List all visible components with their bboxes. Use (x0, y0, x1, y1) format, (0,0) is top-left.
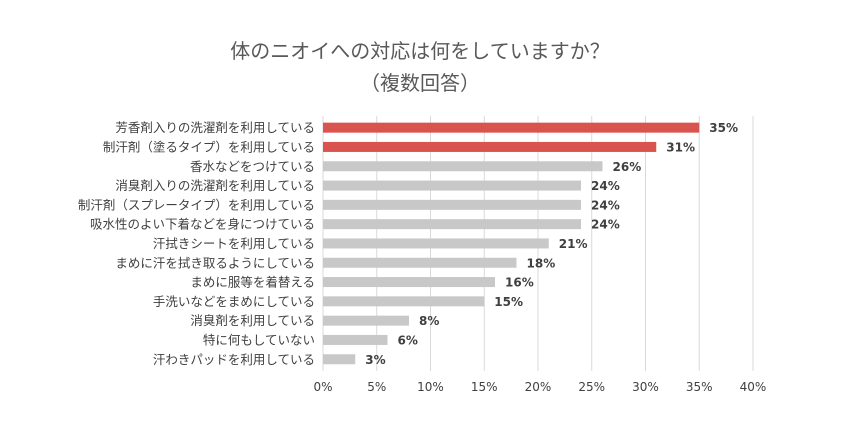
data-label: 3% (365, 353, 385, 367)
data-label: 15% (494, 295, 523, 309)
bar (323, 180, 581, 191)
category-label: 吸水性のよい下着などを身につけている (90, 217, 315, 232)
category-label: 消臭剤を利用している (190, 313, 315, 328)
category-label: まめに服等を着替える (190, 275, 315, 290)
chart-subtitle: （複数回答） (360, 71, 480, 95)
x-tick-label: 40% (740, 380, 767, 394)
data-label: 24% (591, 179, 620, 193)
data-label: 35% (709, 121, 738, 135)
bars (323, 122, 700, 365)
bar (323, 238, 549, 249)
category-label: 制汗剤（スプレータイプ）を利用している (78, 197, 315, 212)
x-tick-label: 0% (313, 380, 332, 394)
data-label: 16% (505, 276, 534, 290)
bar (323, 315, 409, 326)
bar (323, 334, 388, 345)
bar (323, 257, 517, 268)
category-label: 香水などをつけている (190, 159, 315, 174)
data-label: 18% (527, 256, 556, 270)
bar (323, 161, 603, 172)
category-label: 特に何もしていない (203, 332, 315, 347)
x-axis-ticks: 0% 5% 10% 15% 20% 25% 30% 35% 40% (313, 380, 766, 394)
bar (323, 354, 356, 365)
bar (323, 122, 700, 133)
category-label: 手洗いなどをまめにしている (153, 294, 315, 309)
category-label: まめに汗を拭き取るようにしている (115, 255, 315, 270)
data-label: 21% (559, 237, 588, 251)
chart-title: 体のニオイへの対応は何をしていますか？ (230, 39, 609, 63)
x-tick-label: 20% (525, 380, 552, 394)
category-label: 汗拭きシートを利用している (153, 236, 315, 251)
bar (323, 219, 581, 230)
category-label: 芳香剤入りの洗濯剤を利用している (115, 120, 315, 135)
x-tick-label: 5% (367, 380, 386, 394)
data-label: 8% (419, 314, 439, 328)
x-tick-label: 35% (686, 380, 713, 394)
data-label: 6% (398, 333, 418, 347)
category-labels: 芳香剤入りの洗濯剤を利用している制汗剤（塗るタイプ）を利用している香水などをつけ… (78, 120, 315, 367)
bar (323, 199, 581, 210)
data-label: 24% (591, 198, 620, 212)
data-label: 31% (666, 140, 695, 154)
bar (323, 277, 495, 288)
value-labels: 35%31%26%24%24%24%21%18%16%15%8%6%3% (365, 121, 738, 367)
data-label: 24% (591, 218, 620, 232)
x-tick-label: 15% (471, 380, 498, 394)
category-label: 制汗剤（塗るタイプ）を利用している (103, 139, 315, 154)
x-tick-label: 25% (578, 380, 605, 394)
category-label: 消臭剤入りの洗濯剤を利用している (115, 178, 315, 193)
category-label: 汗わきパッドを利用している (153, 352, 315, 367)
bar (323, 296, 485, 307)
x-tick-label: 10% (417, 380, 444, 394)
bar (323, 141, 657, 152)
data-label: 26% (613, 160, 642, 174)
x-tick-label: 30% (632, 380, 659, 394)
